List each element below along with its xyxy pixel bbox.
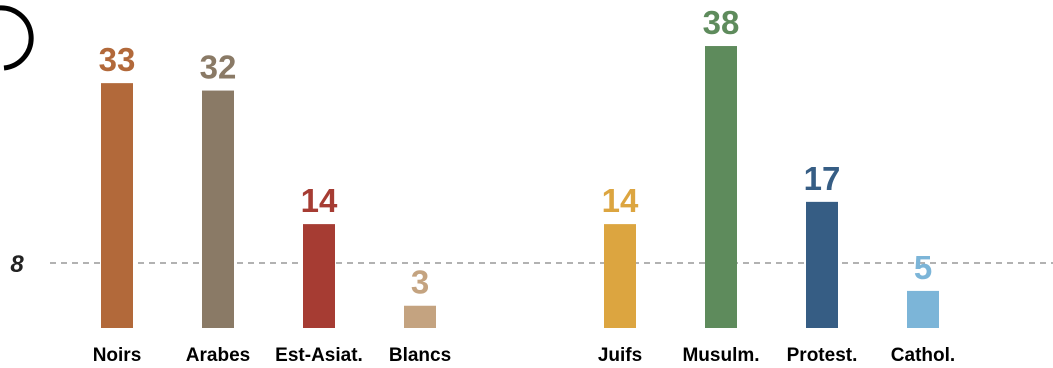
category-label: Est-Asiat. (275, 345, 363, 366)
bar-noirs (101, 83, 133, 328)
category-label: Juifs (598, 345, 642, 366)
category-label: Blancs (389, 345, 451, 366)
bar-protest (806, 201, 838, 328)
cropped-circle-icon (0, 5, 34, 71)
category-label: Cathol. (891, 345, 955, 366)
value-label: 3 (411, 264, 429, 301)
bar-arabes (202, 90, 234, 328)
category-label: Arabes (186, 345, 250, 366)
bar-juifs (604, 224, 636, 328)
bar-est-asiat (303, 224, 335, 328)
reference-line-label: 8 (10, 251, 24, 278)
value-label: 33 (99, 41, 136, 78)
value-label: 17 (804, 160, 841, 197)
category-label: Noirs (93, 345, 142, 366)
category-label: Protest. (787, 345, 858, 366)
value-label: 38 (703, 4, 740, 41)
bar-blancs (404, 305, 436, 328)
value-label: 14 (602, 182, 639, 219)
value-label: 5 (914, 249, 932, 286)
bar-cathol (907, 290, 939, 328)
value-label: 32 (200, 49, 237, 86)
bar-musulm (705, 46, 737, 328)
value-label: 14 (301, 182, 338, 219)
category-label: Musulm. (682, 345, 759, 366)
